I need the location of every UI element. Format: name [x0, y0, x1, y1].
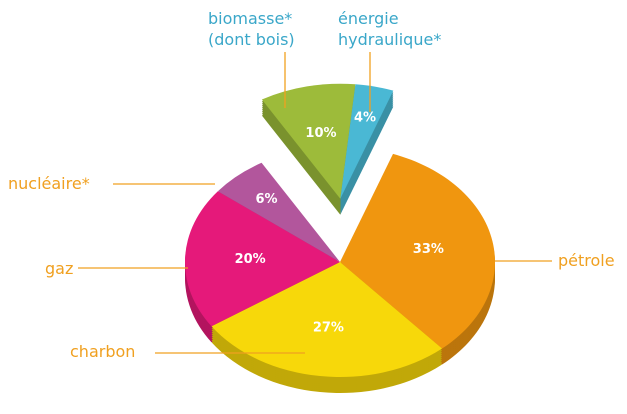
category-label: énergie hydraulique*	[338, 9, 442, 49]
slice	[185, 191, 340, 327]
category-label: charbon	[70, 342, 136, 361]
value-label: 27%	[313, 321, 344, 336]
value-label: 20%	[235, 252, 266, 267]
value-label: 33%	[413, 242, 444, 257]
value-label: 4%	[354, 111, 376, 126]
slice	[217, 162, 340, 262]
category-label: pétrole	[558, 251, 615, 270]
value-label: 6%	[255, 192, 277, 207]
slice	[340, 84, 394, 199]
slice	[211, 262, 443, 377]
category-label: nucléaire*	[8, 174, 90, 193]
category-label: biomasse* (dont bois)	[208, 9, 295, 49]
value-label: 10%	[305, 126, 336, 141]
category-label: gaz	[45, 259, 74, 278]
slice	[261, 83, 356, 199]
slice	[340, 153, 495, 349]
